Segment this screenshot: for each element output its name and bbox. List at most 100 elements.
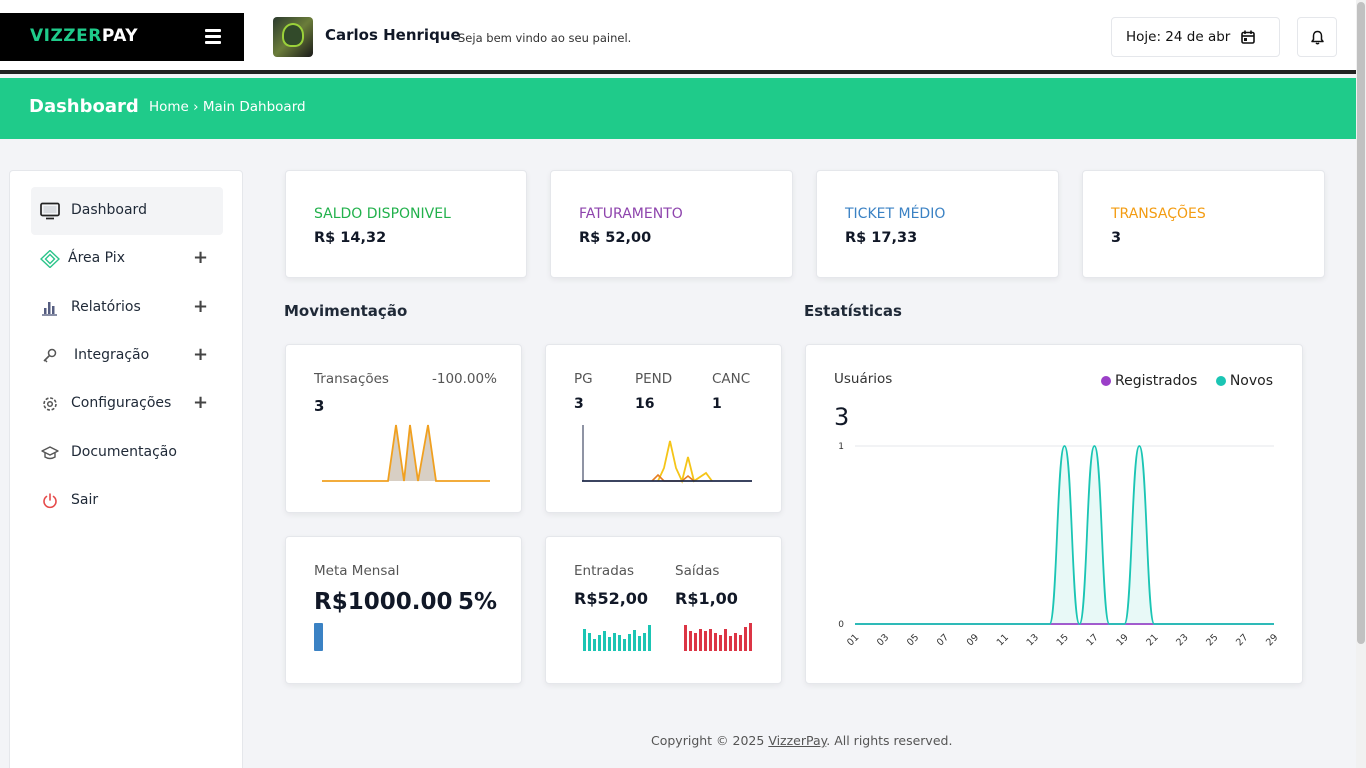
pg-label: PG [574,371,593,387]
expand-icon[interactable]: + [193,392,209,413]
status-sparkline [582,425,752,484]
footer: Copyright © 2025 VizzerPay. All rights r… [651,733,953,748]
sidebar-item-label: Configurações [71,395,172,411]
stat-card-saldo: SALDO DISPONIVEL R$ 14,32 [285,170,527,278]
sidebar-item-label: Dashboard [71,202,147,218]
canc-value: 1 [712,396,722,412]
stat-card-ticket-medio: TICKET MÉDIO R$ 17,33 [816,170,1059,278]
page-title: Dashboard [29,96,139,117]
legend-dot-icon [1101,376,1111,386]
status-card: PG PEND CANC 3 16 1 [545,344,782,513]
monitor-icon [40,202,60,220]
bar-chart-icon [42,302,57,316]
meta-percent: 5% [458,589,498,615]
top-bar: VIZZERPAY Carlos Henrique Seja bem vindo… [0,0,1356,74]
sidebar-item-label: Sair [71,492,99,508]
sidebar: Dashboard Área Pix + Relatórios + Integr… [9,170,243,768]
x-tick-label: 01 [845,632,861,648]
users-stats-card: Usuários 3 Registrados Novos 0 1 01 03 05 07 0… [805,344,1303,684]
x-tick-label: 21 [1144,632,1160,648]
sidebar-item-label: Documentação [71,444,177,460]
sidebar-item-configuracoes[interactable]: Configurações + [31,380,223,428]
stat-card-faturamento: FATURAMENTO R$ 52,00 [550,170,793,278]
x-tick-label: 13 [1025,632,1041,648]
stat-value: R$ 14,32 [314,230,387,246]
series-line-novos [855,445,1274,625]
stat-title: TICKET MÉDIO [845,206,946,222]
saidas-mini-bars [684,623,752,651]
stat-title: SALDO DISPONIVEL [314,206,451,222]
cashflow-card: Entradas Saídas R$52,00 R$1,00 [545,536,782,684]
expand-icon[interactable]: + [193,344,209,365]
section-heading-movimentacao: Movimentação [284,302,408,320]
sidebar-item-area-pix[interactable]: Área Pix + [31,235,223,283]
entradas-value: R$52,00 [574,589,649,608]
x-tick-label: 27 [1234,632,1250,648]
expand-icon[interactable]: + [193,296,209,317]
logo-container: VIZZERPAY [0,13,244,61]
date-picker-button[interactable]: Hoje: 24 de abr [1111,17,1280,57]
scrollbar-thumb[interactable] [1357,2,1365,644]
transactions-label: Transações [314,371,389,387]
sidebar-item-relatorios[interactable]: Relatórios + [31,284,223,332]
x-tick-label: 07 [935,632,951,648]
sidebar-item-integracao[interactable]: Integração + [31,332,223,380]
x-tick-label: 23 [1174,632,1190,648]
meta-label: Meta Mensal [314,563,400,579]
transactions-value: 3 [314,397,325,415]
entradas-mini-bars [583,625,651,651]
legend-item-novos[interactable]: Novos [1215,373,1273,389]
user-name: Carlos Henrique [325,26,461,44]
meta-progress-fill [314,623,323,651]
x-tick-label: 25 [1204,632,1220,648]
series-area-novos [855,446,1274,624]
sidebar-item-dashboard[interactable]: Dashboard [31,187,223,235]
section-heading-estatisticas: Estatísticas [804,302,902,320]
stat-value: 3 [1111,230,1122,246]
legend-dot-icon [1215,376,1226,386]
breadcrumb[interactable]: Home › Main Dahboard [149,99,306,115]
saidas-value: R$1,00 [675,589,738,608]
stat-value: R$ 52,00 [579,230,652,246]
sidebar-item-label: Área Pix [68,250,125,266]
date-label: Hoje: 24 de abr [1126,29,1231,45]
welcome-text: Seja bem vindo ao seu painel. [458,31,632,45]
menu-toggle-icon[interactable] [205,29,221,45]
x-tick-label: 29 [1264,632,1280,648]
key-icon [43,348,57,363]
avatar[interactable] [273,17,313,57]
pend-value: 16 [635,396,655,412]
x-tick-label: 17 [1084,632,1100,648]
gear-icon [43,397,57,411]
pend-label: PEND [635,371,673,387]
legend-item-registrados[interactable]: Registrados [1101,373,1197,389]
transactions-card: Transações -100.00% 3 [285,344,522,513]
sidebar-item-label: Integração [74,347,150,363]
sidebar-item-sair[interactable]: Sair [31,477,223,525]
meta-card: Meta Mensal R$1000.00 5% [285,536,522,684]
stat-title: FATURAMENTO [579,206,683,222]
transactions-sparkline [322,424,490,482]
logo[interactable]: VIZZERPAY [30,26,139,46]
page-header-bar: Dashboard Home › Main Dahboard [0,78,1356,139]
expand-icon[interactable]: + [193,247,209,268]
saidas-label: Saídas [675,563,720,579]
sidebar-item-documentacao[interactable]: Documentação [31,429,223,477]
transactions-change: -100.00% [432,371,497,387]
x-tick-label: 19 [1114,632,1130,648]
footer-brand-link[interactable]: VizzerPay [768,733,827,748]
users-label: Usuários [834,371,893,387]
page-scrollbar[interactable] [1356,0,1366,768]
notifications-button[interactable] [1297,17,1337,57]
canc-label: CANC [712,371,751,387]
pg-value: 3 [574,396,584,412]
stat-card-transacoes: TRANSAÇÕES 3 [1082,170,1325,278]
y-tick-label: 1 [838,442,844,452]
chart-legend: Registrados Novos [1101,373,1273,389]
power-icon [43,493,57,509]
y-tick-label: 0 [838,620,844,630]
x-tick-label: 15 [1055,632,1071,648]
stat-value: R$ 17,33 [845,230,918,246]
stat-title: TRANSAÇÕES [1111,206,1206,222]
